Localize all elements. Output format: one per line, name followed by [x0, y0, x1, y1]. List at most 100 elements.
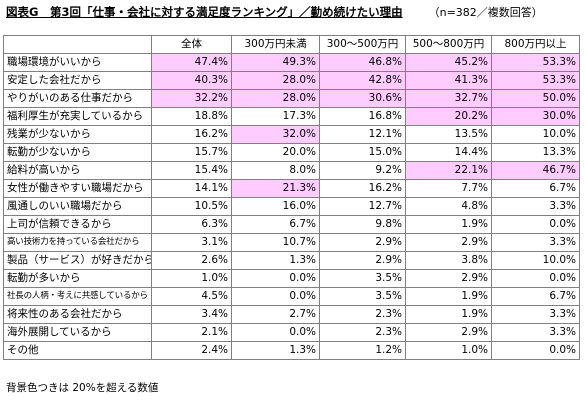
value-cell: 0.0% [491, 269, 580, 288]
table-row: 安定した会社だから 40.3% 28.0% 42.8% 41.3% 53.3% [3, 71, 580, 90]
column-header: 500～800万円 [405, 35, 492, 54]
value-cell: 6.7% [491, 287, 580, 306]
value-cell: 2.1% [151, 323, 232, 342]
value-cell: 41.3% [405, 71, 492, 90]
row-label: 海外展開しているから [3, 323, 152, 342]
table-row: その他 2.4% 1.3% 1.2% 1.0% 0.0% [3, 341, 580, 360]
value-cell: 10.5% [151, 197, 232, 216]
column-header: 300～500万円 [319, 35, 406, 54]
column-header: 800万円以上 [491, 35, 580, 54]
value-cell: 28.0% [231, 71, 320, 90]
value-cell: 16.2% [319, 179, 406, 198]
header-row: 全体 300万円未満 300～500万円 500～800万円 800万円以上 [3, 35, 580, 54]
row-label: 残業が少ないから [3, 125, 152, 144]
value-cell: 9.8% [319, 215, 406, 234]
value-cell: 40.3% [151, 71, 232, 90]
value-cell: 32.2% [151, 89, 232, 108]
row-label: 職場環境がいいから [3, 53, 152, 72]
value-cell: 2.9% [405, 269, 492, 288]
row-label: 風通しのいい職場だから [3, 197, 152, 216]
value-cell: 7.7% [405, 179, 492, 198]
row-label: 高い技術力を持っている会社だから [3, 233, 152, 252]
value-cell: 1.3% [231, 251, 320, 270]
value-cell: 53.3% [491, 53, 580, 72]
value-cell: 9.2% [319, 161, 406, 180]
table-row: 女性が働きやすい職場だから 14.1% 21.3% 16.2% 7.7% 6.7% [3, 179, 580, 198]
value-cell: 0.0% [491, 341, 580, 360]
value-cell: 14.1% [151, 179, 232, 198]
value-cell: 0.0% [231, 323, 320, 342]
value-cell: 28.0% [231, 89, 320, 108]
value-cell: 13.5% [405, 125, 492, 144]
value-cell: 10.0% [491, 125, 580, 144]
value-cell: 2.7% [231, 305, 320, 324]
value-cell: 3.3% [491, 233, 580, 252]
value-cell: 1.3% [231, 341, 320, 360]
value-cell: 15.7% [151, 143, 232, 162]
value-cell: 1.9% [405, 305, 492, 324]
table-row: 福利厚生が充実しているから 18.8% 17.3% 16.8% 20.2% 30.0% [3, 107, 580, 126]
value-cell: 3.1% [151, 233, 232, 252]
value-cell: 4.5% [151, 287, 232, 306]
column-header: 全体 [151, 35, 232, 54]
value-cell: 1.2% [319, 341, 406, 360]
value-cell: 32.7% [405, 89, 492, 108]
value-cell: 3.8% [405, 251, 492, 270]
value-cell: 0.0% [231, 269, 320, 288]
value-cell: 3.5% [319, 287, 406, 306]
value-cell: 1.0% [151, 269, 232, 288]
column-header: 300万円未満 [231, 35, 320, 54]
value-cell: 32.0% [231, 125, 320, 144]
value-cell: 6.7% [491, 179, 580, 198]
value-cell: 12.7% [319, 197, 406, 216]
value-cell: 30.0% [491, 107, 580, 126]
table-row: 社長の人柄・考えに共感しているから 4.5% 0.0% 3.5% 1.9% 6.7% [3, 287, 580, 306]
value-cell: 10.0% [491, 251, 580, 270]
value-cell: 49.3% [231, 53, 320, 72]
value-cell: 14.4% [405, 143, 492, 162]
row-label: その他 [3, 341, 152, 360]
value-cell: 46.8% [319, 53, 406, 72]
row-label: やりがいのある仕事だから [3, 89, 152, 108]
footnote: 背景色つきは 20%を超える数値 [6, 382, 159, 394]
row-label: 転勤が少ないから [3, 143, 152, 162]
value-cell: 53.3% [491, 71, 580, 90]
table-row: 職場環境がいいから 47.4% 49.3% 46.8% 45.2% 53.3% [3, 53, 580, 72]
value-cell: 1.0% [405, 341, 492, 360]
table-row: 上司が信頼できるから 6.3% 6.7% 9.8% 1.9% 0.0% [3, 215, 580, 234]
value-cell: 20.2% [405, 107, 492, 126]
value-cell: 45.2% [405, 53, 492, 72]
value-cell: 6.3% [151, 215, 232, 234]
value-cell: 20.0% [231, 143, 320, 162]
table-row: 風通しのいい職場だから 10.5% 16.0% 12.7% 4.8% 3.3% [3, 197, 580, 216]
value-cell: 2.4% [151, 341, 232, 360]
value-cell: 47.4% [151, 53, 232, 72]
value-cell: 15.0% [319, 143, 406, 162]
value-cell: 2.6% [151, 251, 232, 270]
row-label: 社長の人柄・考えに共感しているから [3, 287, 152, 306]
row-label: 製品（サービス）が好きだから [3, 251, 152, 270]
value-cell: 21.3% [231, 179, 320, 198]
table-row: 転勤が多いから 1.0% 0.0% 3.5% 2.9% 0.0% [3, 269, 580, 288]
row-label: 女性が働きやすい職場だから [3, 179, 152, 198]
value-cell: 16.2% [151, 125, 232, 144]
value-cell: 17.3% [231, 107, 320, 126]
value-cell: 3.5% [319, 269, 406, 288]
value-cell: 2.3% [319, 305, 406, 324]
value-cell: 1.9% [405, 287, 492, 306]
row-label: 転勤が多いから [3, 269, 152, 288]
table-row: やりがいのある仕事だから 32.2% 28.0% 30.6% 32.7% 50.0% [3, 89, 580, 108]
row-label: 将来性のある会社だから [3, 305, 152, 324]
value-cell: 16.0% [231, 197, 320, 216]
ranking-table: 全体 300万円未満 300～500万円 500～800万円 800万円以上 職場環境が… [3, 35, 580, 360]
table-row: 製品（サービス）が好きだから 2.6% 1.3% 2.9% 3.8% 10.0% [3, 251, 580, 270]
value-cell: 2.3% [319, 323, 406, 342]
table-row: 高い技術力を持っている会社だから 3.1% 10.7% 2.9% 2.9% 3.3% [3, 233, 580, 252]
row-label: 給料が高いから [3, 161, 152, 180]
value-cell: 2.9% [405, 323, 492, 342]
value-cell: 0.0% [231, 287, 320, 306]
table-body: 職場環境がいいから 47.4% 49.3% 46.8% 45.2% 53.3% 安定した会社… [3, 53, 580, 360]
value-cell: 3.3% [491, 305, 580, 324]
value-cell: 16.8% [319, 107, 406, 126]
value-cell: 13.3% [491, 143, 580, 162]
